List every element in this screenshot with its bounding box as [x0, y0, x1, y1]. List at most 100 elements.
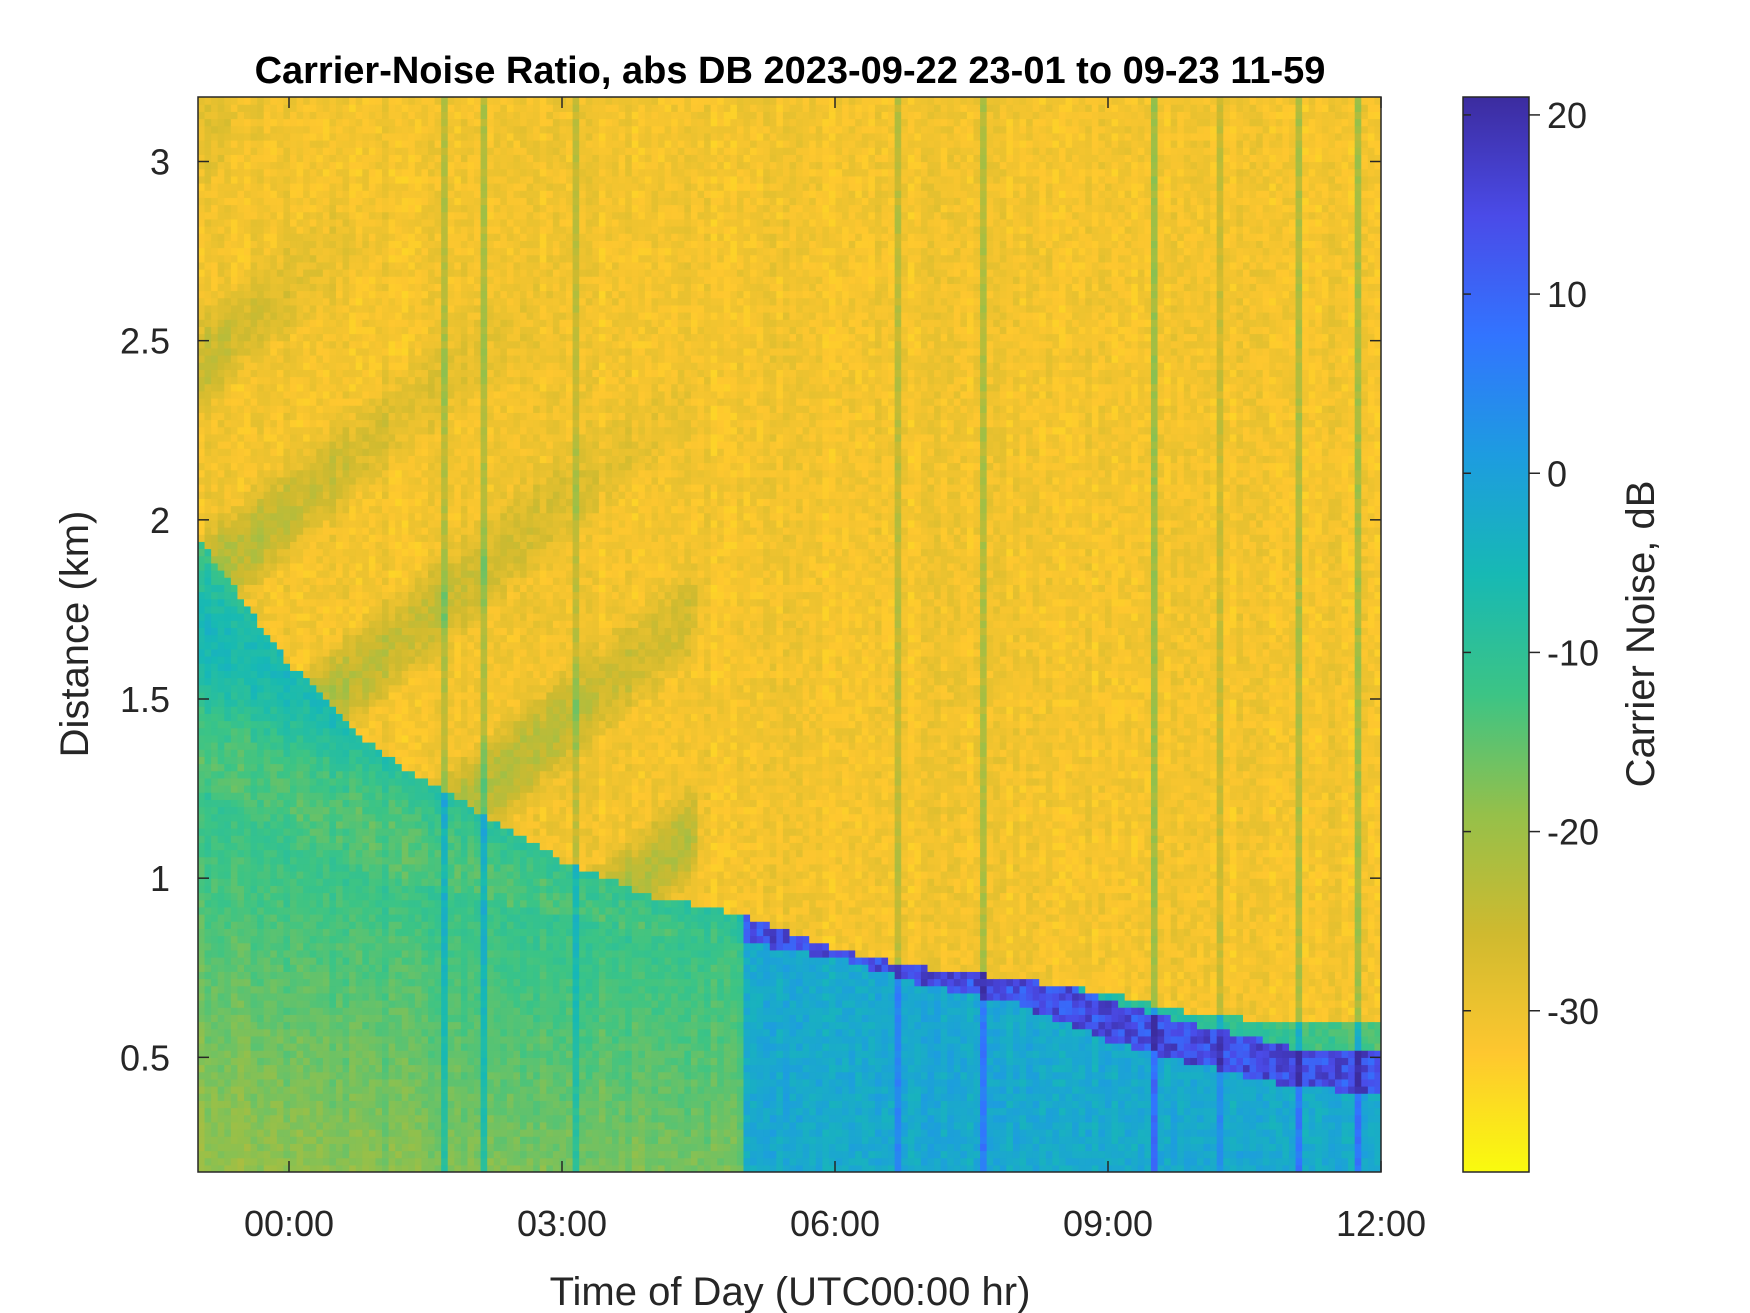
heatmap-cell	[211, 484, 219, 492]
heatmap-cell	[250, 734, 258, 743]
heatmap-cell	[375, 1136, 383, 1144]
heatmap-cell	[355, 534, 363, 542]
heatmap-cell	[355, 132, 363, 141]
heatmap-cell	[263, 476, 271, 485]
heatmap-cell	[270, 541, 278, 550]
heatmap-cell	[368, 519, 377, 528]
heatmap-cell	[217, 1000, 225, 1008]
heatmap-cell	[362, 992, 370, 1001]
heatmap-cell	[250, 985, 258, 994]
heatmap-cell	[322, 433, 331, 442]
heatmap-cell	[250, 534, 258, 542]
heatmap-cell	[368, 269, 377, 277]
heatmap-cell	[217, 749, 225, 757]
heatmap-cell	[296, 125, 304, 134]
heatmap-cell	[355, 484, 363, 492]
heatmap-cell	[322, 756, 331, 765]
heatmap-cell	[204, 412, 212, 421]
heatmap-cell	[329, 935, 337, 944]
heatmap-cell	[257, 247, 265, 256]
heatmap-cell	[316, 713, 324, 722]
heatmap-cell	[329, 641, 337, 650]
heatmap-cell	[309, 613, 317, 621]
heatmap-cell	[329, 598, 337, 607]
heatmap-cell	[296, 885, 304, 894]
heatmap-cell	[388, 892, 396, 901]
heatmap-cell	[217, 1071, 225, 1080]
heatmap-cell	[217, 204, 225, 213]
heatmap-cell	[336, 512, 344, 521]
heatmap-cell	[250, 132, 258, 141]
heatmap-cell	[388, 140, 396, 148]
heatmap-cell	[217, 591, 225, 600]
heatmap-cell	[342, 175, 350, 184]
heatmap-cell	[368, 914, 377, 922]
heatmap-cell	[270, 763, 278, 772]
heatmap-cell	[263, 190, 271, 198]
heatmap-cell	[257, 390, 265, 399]
heatmap-cell	[322, 1043, 331, 1051]
heatmap-cell	[388, 97, 396, 105]
heatmap-cell	[342, 125, 350, 134]
heatmap-cell	[382, 1150, 390, 1159]
heatmap-cell	[230, 749, 239, 757]
heatmap-cell	[204, 914, 212, 922]
heatmap-cell	[237, 276, 245, 284]
heatmap-cell	[309, 734, 317, 743]
heatmap-cell	[362, 1000, 370, 1008]
heatmap-cell	[276, 132, 285, 141]
heatmap-cell	[270, 1057, 278, 1066]
heatmap-cell	[244, 168, 252, 177]
heatmap-cell	[375, 1078, 383, 1087]
heatmap-cell	[355, 971, 363, 980]
heatmap-cell	[349, 1086, 357, 1094]
heatmap-cell	[382, 204, 390, 213]
heatmap-cell	[237, 1071, 245, 1080]
heatmap-cell	[276, 534, 285, 542]
heatmap-cell	[322, 168, 331, 177]
heatmap-cell	[211, 641, 219, 650]
heatmap-cell	[283, 734, 291, 743]
heatmap-cell	[382, 104, 390, 112]
heatmap-cell	[244, 1136, 252, 1144]
heatmap-cell	[316, 1007, 324, 1015]
heatmap-cell	[355, 104, 363, 112]
heatmap-cell	[224, 985, 232, 994]
heatmap-cell	[368, 820, 377, 829]
heatmap-cell	[257, 1028, 265, 1037]
heatmap-cell	[329, 648, 337, 657]
heatmap-cell	[388, 992, 396, 1001]
heatmap-cell	[303, 390, 311, 399]
heatmap-cell	[276, 813, 285, 822]
heatmap-cell	[217, 813, 225, 822]
heatmap-cell	[237, 627, 245, 636]
heatmap-cell	[355, 935, 363, 944]
heatmap-cell	[244, 498, 252, 507]
heatmap-cell	[322, 355, 331, 363]
heatmap-cell	[244, 684, 252, 693]
heatmap-cell	[270, 283, 278, 292]
heatmap-cell	[322, 204, 331, 213]
heatmap-cell	[349, 519, 357, 528]
heatmap-cell	[395, 441, 403, 449]
heatmap-cell	[283, 613, 291, 621]
heatmap-cell	[395, 448, 403, 456]
heatmap-cell	[257, 104, 265, 112]
heatmap-cell	[211, 226, 219, 234]
heatmap-cell	[224, 476, 232, 485]
heatmap-cell	[270, 197, 278, 206]
heatmap-cell	[296, 1035, 304, 1044]
heatmap-cell	[336, 1129, 344, 1137]
heatmap-cell	[296, 957, 304, 965]
heatmap-cell	[250, 720, 258, 729]
heatmap-cell	[283, 319, 291, 327]
heatmap-cell	[401, 906, 409, 915]
heatmap-cell	[336, 598, 344, 607]
heatmap-cell	[276, 648, 285, 657]
heatmap-cell	[401, 1078, 409, 1087]
heatmap-cell	[303, 942, 311, 951]
heatmap-cell	[401, 598, 409, 607]
heatmap-cell	[336, 1028, 344, 1037]
heatmap-cell	[296, 276, 304, 284]
heatmap-cell	[211, 104, 219, 112]
